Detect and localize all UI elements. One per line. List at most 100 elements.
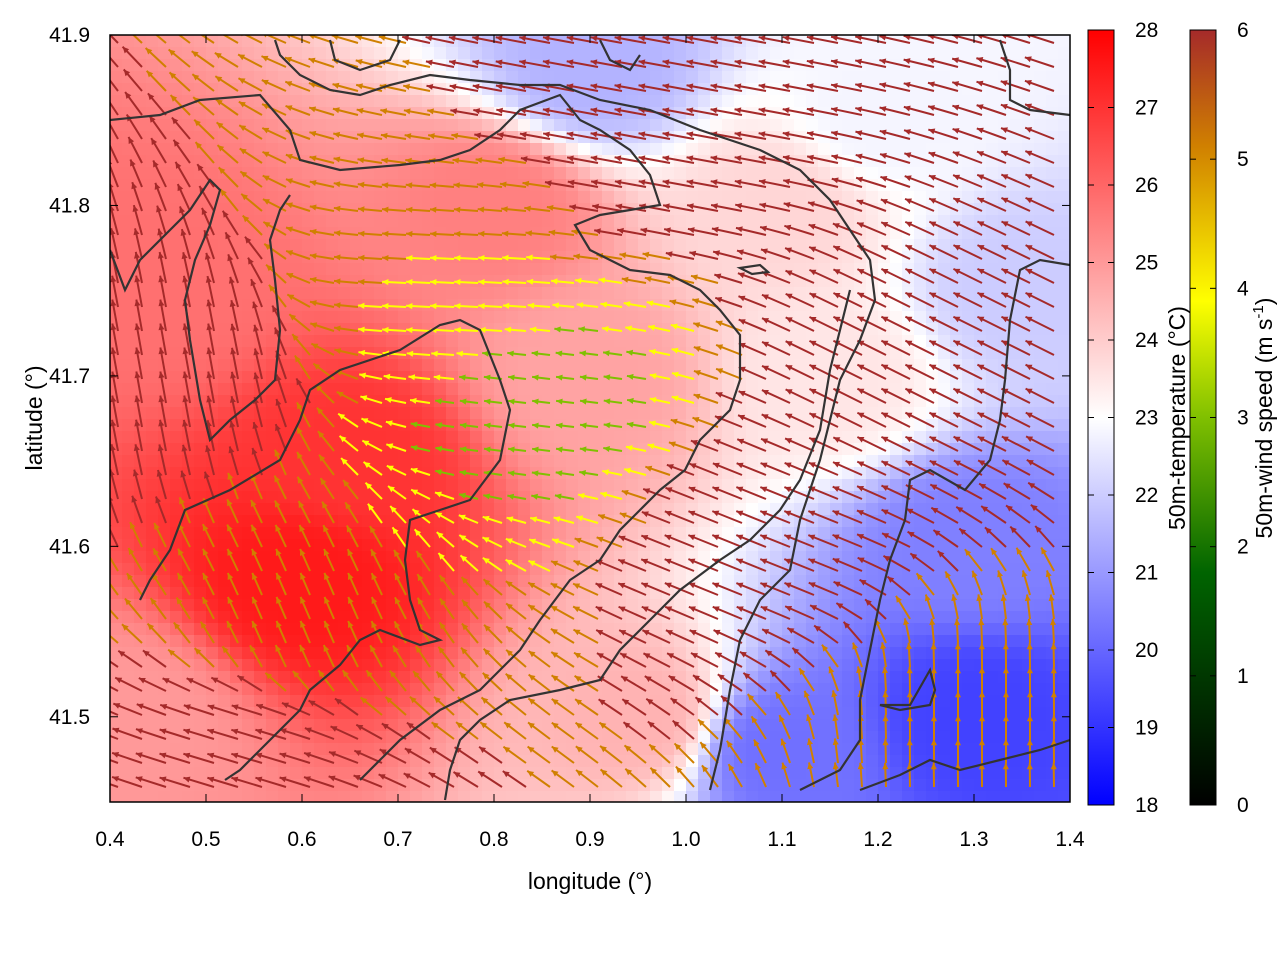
temperature-cell bbox=[938, 731, 951, 744]
temperature-cell bbox=[914, 191, 927, 204]
temperature-cell bbox=[686, 263, 699, 276]
temperature-cell bbox=[974, 779, 987, 792]
temperature-cell bbox=[1022, 635, 1035, 648]
temperature-cell bbox=[518, 299, 531, 312]
temperature-cell bbox=[590, 431, 603, 444]
temperature-cell bbox=[386, 479, 399, 492]
temperature-cell bbox=[638, 119, 651, 132]
temperature-cell bbox=[986, 743, 999, 756]
temperature-cell bbox=[170, 767, 183, 780]
temperature-cell bbox=[434, 95, 447, 108]
temperature-cell bbox=[314, 167, 327, 180]
temperature-cell bbox=[662, 359, 675, 372]
temperature-cell bbox=[530, 671, 543, 684]
temperature-cell bbox=[302, 59, 315, 72]
temperature-cell bbox=[434, 335, 447, 348]
temperature-cell bbox=[818, 683, 831, 696]
temperature-cell bbox=[446, 263, 459, 276]
temperature-cell bbox=[266, 431, 279, 444]
temperature-cell bbox=[962, 143, 975, 156]
temperature-cell bbox=[578, 455, 591, 468]
temperature-cell bbox=[494, 647, 507, 660]
temperature-cell bbox=[698, 335, 711, 348]
temperature-cell bbox=[110, 515, 123, 528]
temperature-cell bbox=[194, 323, 207, 336]
temperature-cell bbox=[194, 311, 207, 324]
temperature-cell bbox=[434, 731, 447, 744]
temperature-cell bbox=[1034, 731, 1047, 744]
temperature-cell bbox=[290, 383, 303, 396]
temperature-cell bbox=[770, 407, 783, 420]
temperature-cell bbox=[938, 671, 951, 684]
temperature-cell bbox=[1010, 47, 1023, 60]
temperature-cell bbox=[662, 287, 675, 300]
temperature-cell bbox=[650, 95, 663, 108]
temperature-cell bbox=[566, 263, 579, 276]
temperature-cell bbox=[986, 599, 999, 612]
temperature-cell bbox=[1010, 731, 1023, 744]
temperature-cell bbox=[386, 611, 399, 624]
temperature-cell bbox=[866, 95, 879, 108]
temperature-cell bbox=[458, 239, 471, 252]
temperature-cell bbox=[158, 743, 171, 756]
temperature-cell bbox=[242, 683, 255, 696]
temperature-cell bbox=[254, 779, 267, 792]
temperature-cell bbox=[746, 575, 759, 588]
temperature-cell bbox=[206, 119, 219, 132]
temperature-cell bbox=[410, 587, 423, 600]
temperature-cell bbox=[422, 263, 435, 276]
temperature-cell bbox=[638, 743, 651, 756]
temperature-cell bbox=[578, 263, 591, 276]
temperature-cell bbox=[446, 395, 459, 408]
temperature-cell bbox=[962, 695, 975, 708]
temperature-cell bbox=[242, 47, 255, 60]
temperature-cell bbox=[1034, 575, 1047, 588]
temperature-cell bbox=[890, 635, 903, 648]
temperature-cell bbox=[122, 35, 135, 48]
temperature-cell bbox=[446, 251, 459, 264]
temperature-cell bbox=[614, 767, 627, 780]
temperature-cell bbox=[626, 431, 639, 444]
temperature-cell bbox=[842, 479, 855, 492]
temperature-cell bbox=[374, 335, 387, 348]
temperature-cell bbox=[326, 335, 339, 348]
temperature-cell bbox=[374, 239, 387, 252]
temperature-cell bbox=[698, 623, 711, 636]
temperature-cell bbox=[542, 419, 555, 432]
temperature-cell bbox=[326, 143, 339, 156]
temperature-cell bbox=[614, 431, 627, 444]
temperature-cell bbox=[134, 551, 147, 564]
temperature-cell bbox=[530, 383, 543, 396]
temperature-cell bbox=[278, 143, 291, 156]
temperature-cell bbox=[194, 659, 207, 672]
temperature-cell bbox=[122, 263, 135, 276]
temperature-cell bbox=[542, 275, 555, 288]
temperature-cell bbox=[362, 215, 375, 228]
temperature-cell bbox=[662, 311, 675, 324]
temperature-cell bbox=[806, 47, 819, 60]
temperature-cell bbox=[746, 71, 759, 84]
temperature-cell bbox=[218, 83, 231, 96]
temperature-cell bbox=[110, 647, 123, 660]
temperature-cell bbox=[938, 191, 951, 204]
temperature-cell bbox=[170, 215, 183, 228]
temperature-cell bbox=[146, 467, 159, 480]
temperature-cell bbox=[746, 503, 759, 516]
temperature-cell bbox=[674, 779, 687, 792]
temperature-cell bbox=[326, 119, 339, 132]
temperature-cell bbox=[638, 287, 651, 300]
temperature-cell bbox=[662, 431, 675, 444]
temperature-cell bbox=[422, 395, 435, 408]
temperature-cell bbox=[554, 119, 567, 132]
temperature-cell bbox=[818, 707, 831, 720]
temperature-cell bbox=[506, 191, 519, 204]
temperature-cell bbox=[170, 239, 183, 252]
temperature-cell bbox=[962, 95, 975, 108]
temperature-cell bbox=[914, 119, 927, 132]
temperature-cell bbox=[266, 659, 279, 672]
temperature-cell bbox=[566, 479, 579, 492]
temperature-cell bbox=[170, 587, 183, 600]
temperature-cell bbox=[686, 95, 699, 108]
temperature-cell bbox=[518, 767, 531, 780]
temperature-cell bbox=[338, 575, 351, 588]
